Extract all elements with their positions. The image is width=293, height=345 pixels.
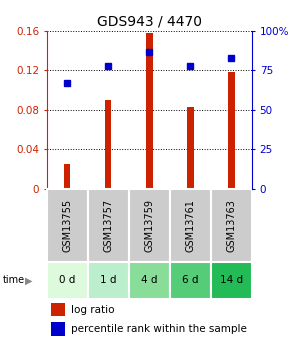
Bar	[211, 262, 252, 299]
Text: percentile rank within the sample: percentile rank within the sample	[71, 324, 247, 334]
Text: GSM13761: GSM13761	[185, 199, 195, 252]
Text: GSM13759: GSM13759	[144, 199, 154, 252]
Bar	[188, 107, 193, 188]
Text: 4 d: 4 d	[141, 275, 158, 285]
Text: 6 d: 6 d	[182, 275, 199, 285]
Bar	[211, 188, 252, 262]
Text: time: time	[3, 275, 25, 285]
Bar	[64, 164, 71, 188]
Bar	[51, 322, 65, 336]
Bar	[88, 188, 129, 262]
Bar	[47, 262, 88, 299]
Text: 0 d: 0 d	[59, 275, 76, 285]
Bar	[88, 262, 129, 299]
Bar	[129, 188, 170, 262]
Text: 14 d: 14 d	[220, 275, 243, 285]
Text: 1 d: 1 d	[100, 275, 117, 285]
Bar	[51, 303, 65, 316]
Bar	[105, 100, 111, 188]
Text: ▶: ▶	[25, 275, 33, 285]
Bar	[146, 33, 153, 188]
Bar	[129, 262, 170, 299]
Bar	[47, 188, 88, 262]
Bar	[170, 188, 211, 262]
Bar	[229, 72, 235, 188]
Title: GDS943 / 4470: GDS943 / 4470	[97, 14, 202, 29]
Text: GSM13757: GSM13757	[103, 199, 113, 252]
Text: GSM13763: GSM13763	[226, 199, 236, 252]
Bar	[170, 262, 211, 299]
Text: log ratio: log ratio	[71, 305, 115, 315]
Text: GSM13755: GSM13755	[62, 199, 72, 252]
